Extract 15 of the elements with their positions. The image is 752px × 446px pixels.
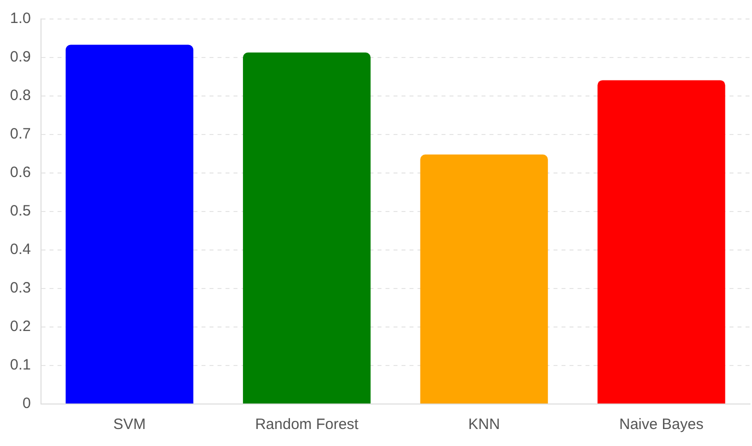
y-tick-label: 0.1: [10, 356, 31, 374]
y-tick-label: 0.9: [10, 48, 31, 66]
x-tick-label: Naive Bayes: [619, 416, 704, 434]
y-tick-label: 1.0: [10, 10, 31, 28]
y-tick-label: 0.7: [10, 126, 31, 143]
y-tick-label: 0.3: [10, 280, 31, 297]
x-tick-label: SVM: [113, 416, 146, 434]
y-tick-label: 0.2: [10, 318, 31, 336]
x-tick-label: KNN: [468, 416, 500, 434]
y-tick-label: 0: [22, 395, 31, 412]
x-tick-label: Random Forest: [255, 416, 360, 434]
y-tick-label: 0.8: [10, 87, 31, 104]
y-tick-label: 0.5: [10, 202, 31, 220]
y-tick-label: 0.4: [10, 241, 31, 258]
y-tick-label: 0.6: [10, 164, 31, 182]
